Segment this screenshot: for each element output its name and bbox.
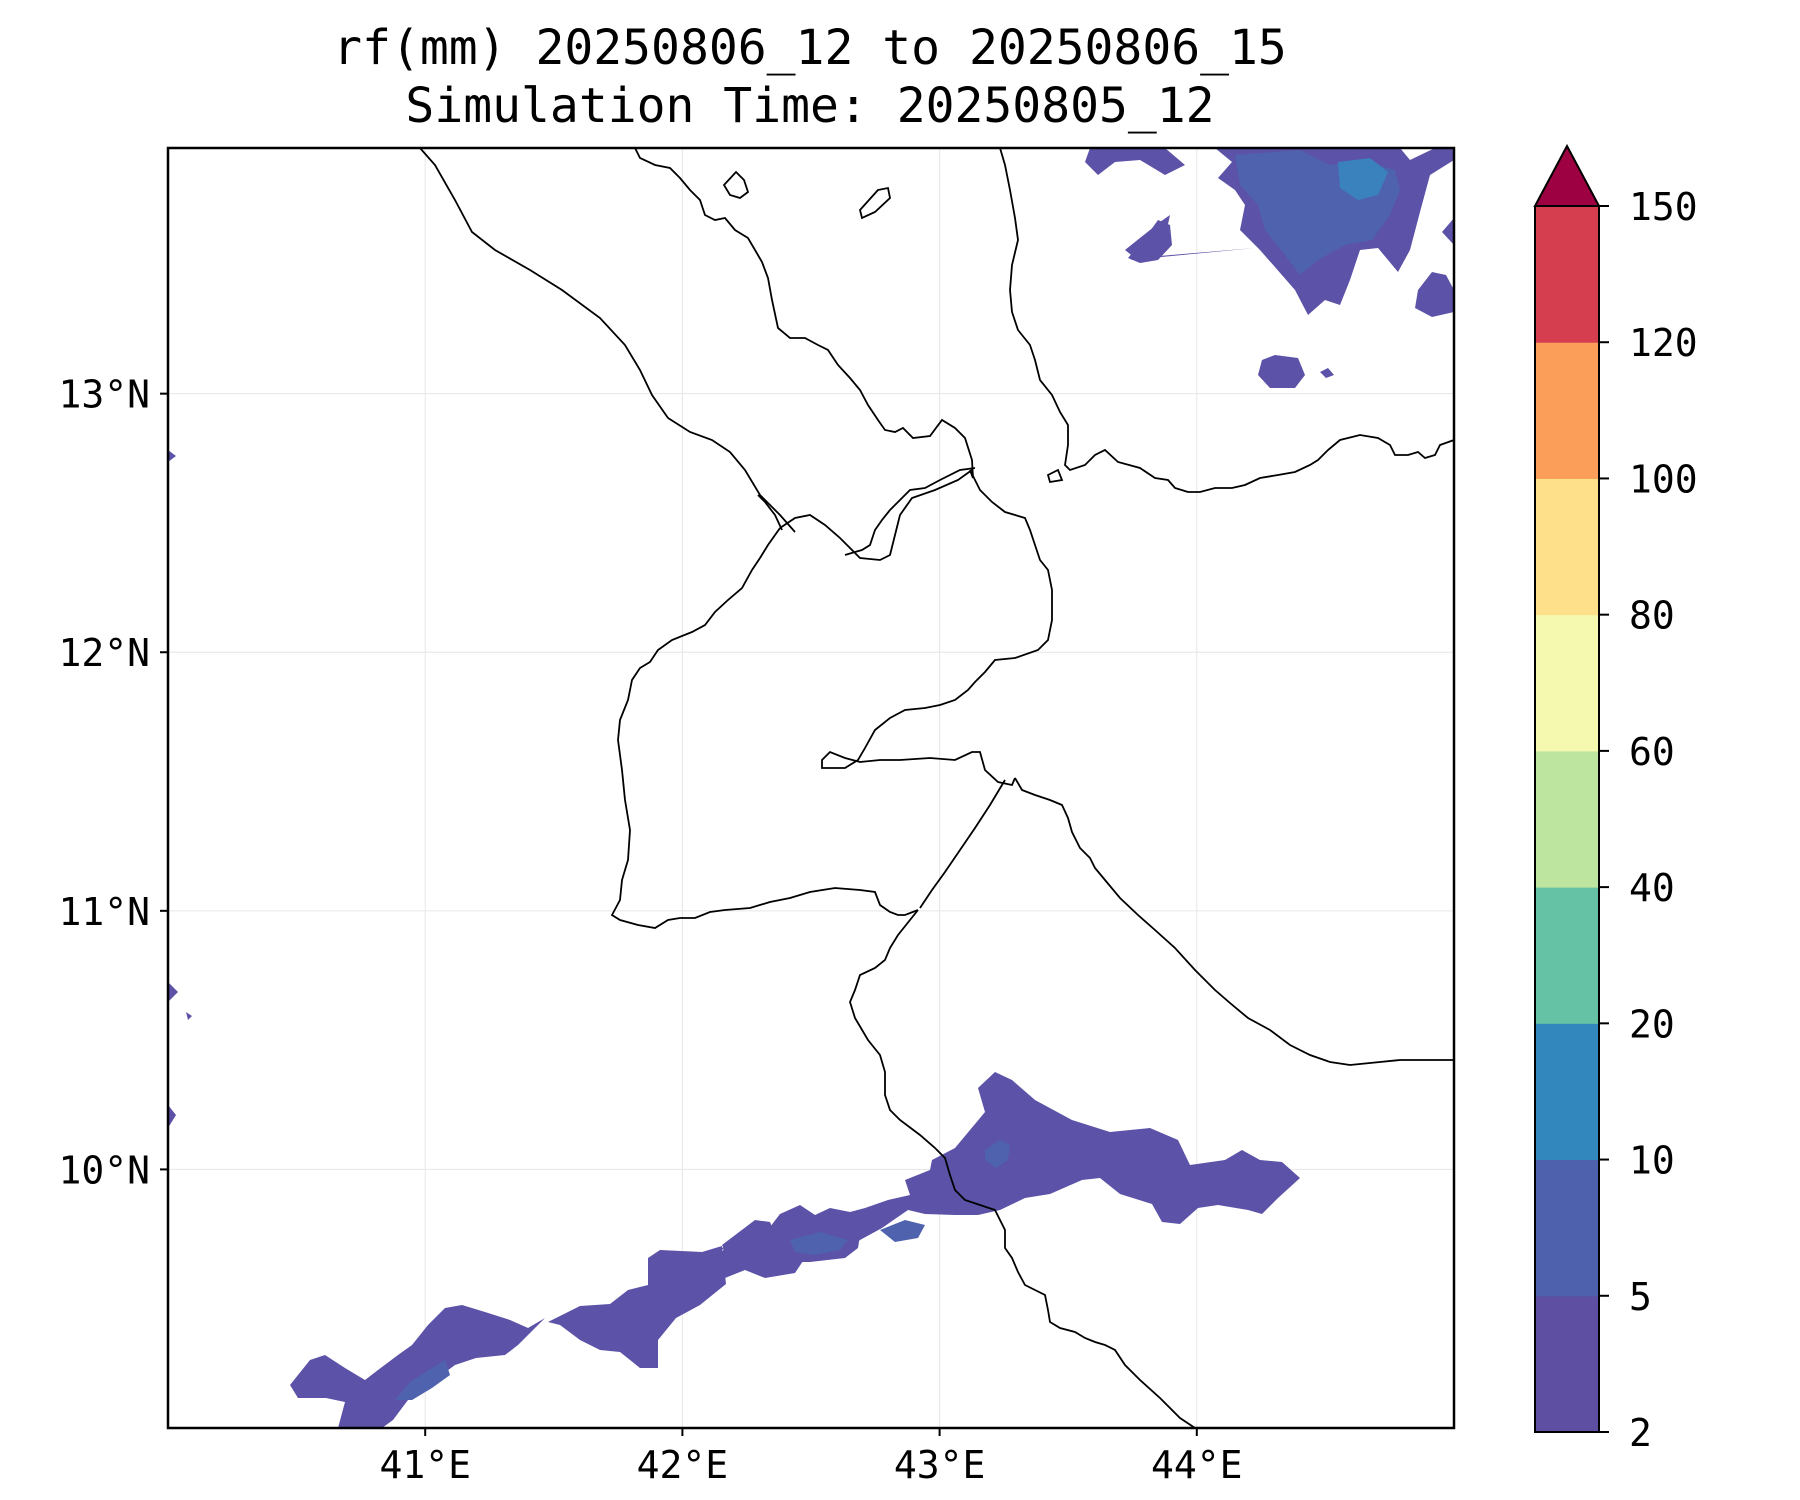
lat-tick-label: 11°N bbox=[58, 890, 150, 934]
map-frame bbox=[166, 146, 1456, 1430]
colorbar-tick-label: 80 bbox=[1629, 594, 1675, 638]
colorbar-segment bbox=[1535, 478, 1599, 616]
rain-area-5-10 bbox=[395, 1360, 450, 1400]
coastline-bab-el-mandeb-west bbox=[821, 469, 1053, 787]
colorbar-segment bbox=[1535, 750, 1599, 888]
coastline-afar-gulf bbox=[634, 148, 974, 479]
rain-area-2-5 bbox=[168, 450, 176, 462]
latitude-axis: 10°N 11°N 12°N 13°N bbox=[58, 373, 168, 1192]
rain-area-5-10 bbox=[880, 1220, 925, 1242]
colorbar-segment bbox=[1535, 887, 1599, 1024]
border-eritrea-djibouti bbox=[844, 467, 976, 556]
coastlines-and-borders bbox=[419, 148, 1454, 1428]
colorbar-frame bbox=[1534, 206, 1600, 1433]
figure-title-line-2: Simulation Time: 20250805_12 bbox=[405, 78, 1215, 134]
rain-area-2-5 bbox=[1320, 368, 1334, 378]
colorbar: 2 5 10 20 40 60 80 100 120 150 bbox=[1533, 143, 1698, 1455]
rain-area-5-10 bbox=[790, 1232, 848, 1255]
colorbar-segment bbox=[1535, 1023, 1599, 1161]
longitude-axis: 41°E 42°E 43°E 44°E bbox=[379, 1428, 1243, 1487]
colorbar-tick-label: 2 bbox=[1629, 1411, 1652, 1455]
lat-tick-label: 12°N bbox=[58, 631, 150, 675]
colorbar-segment bbox=[1535, 342, 1599, 479]
lon-tick-label: 43°E bbox=[894, 1443, 986, 1487]
colorbar-tick-label: 150 bbox=[1629, 185, 1698, 229]
rain-area-2-5 bbox=[168, 982, 178, 1002]
figure-title-line-1: rf(mm) 20250806_12 to 20250806_15 bbox=[333, 20, 1287, 76]
rain-area-2-5 bbox=[186, 1012, 192, 1020]
graticule-grid bbox=[168, 148, 1454, 1428]
lat-tick-label: 10°N bbox=[58, 1148, 150, 1192]
colorbar-tick-label: 120 bbox=[1629, 321, 1698, 365]
lon-tick-label: 42°E bbox=[637, 1443, 729, 1487]
rain-area-2-5 bbox=[722, 1220, 775, 1260]
coastline-red-sea-west bbox=[419, 148, 796, 533]
colorbar-tick-label: 100 bbox=[1629, 457, 1698, 501]
rain-area-2-5 bbox=[1085, 148, 1185, 175]
coastline-islet-north bbox=[722, 170, 750, 199]
colorbar-segment bbox=[1535, 1159, 1599, 1297]
coastline-islet-perim bbox=[1046, 468, 1064, 484]
border-ethiopia-djibouti bbox=[779, 469, 973, 561]
colorbar-tick-label: 40 bbox=[1629, 866, 1675, 910]
border-ethiopia-djibouti-south bbox=[610, 527, 919, 929]
rain-area-10-20 bbox=[1338, 158, 1388, 200]
rain-area-2-5 bbox=[1415, 272, 1454, 317]
coastline-islet-dahlak bbox=[859, 186, 891, 220]
colorbar-segment bbox=[1535, 614, 1599, 752]
colorbar-segment bbox=[1535, 206, 1599, 343]
rain-area-2-5 bbox=[168, 1105, 176, 1128]
lon-tick-label: 41°E bbox=[379, 1443, 471, 1487]
rain-area-2-5 bbox=[1128, 220, 1172, 263]
rain-area-2-5 bbox=[290, 1305, 545, 1428]
border-eritrea-ethiopia bbox=[757, 494, 783, 531]
rainfall-contours bbox=[168, 148, 1454, 1428]
colorbar-segment bbox=[1535, 1295, 1599, 1433]
lat-tick-label: 13°N bbox=[58, 373, 150, 417]
rain-area-2-5 bbox=[1258, 355, 1305, 388]
colorbar-tick-label: 10 bbox=[1629, 1139, 1675, 1183]
colorbar-tick-label: 5 bbox=[1629, 1275, 1652, 1319]
colorbar-tick-label: 20 bbox=[1629, 1002, 1675, 1046]
border-djibouti-somaliland bbox=[919, 779, 1006, 909]
rain-area-5-10 bbox=[985, 1140, 1010, 1168]
rain-area-2-5 bbox=[1442, 218, 1454, 245]
rain-area-2-5 bbox=[548, 1246, 726, 1368]
lon-tick-label: 44°E bbox=[1151, 1443, 1243, 1487]
coastline-yemen bbox=[999, 148, 1454, 493]
border-ethiopia-somaliland bbox=[849, 909, 1196, 1428]
coastline-djibouti-south bbox=[1014, 777, 1454, 1066]
colorbar-tick-label: 60 bbox=[1629, 730, 1675, 774]
colorbar-extend-arrow bbox=[1533, 143, 1601, 207]
